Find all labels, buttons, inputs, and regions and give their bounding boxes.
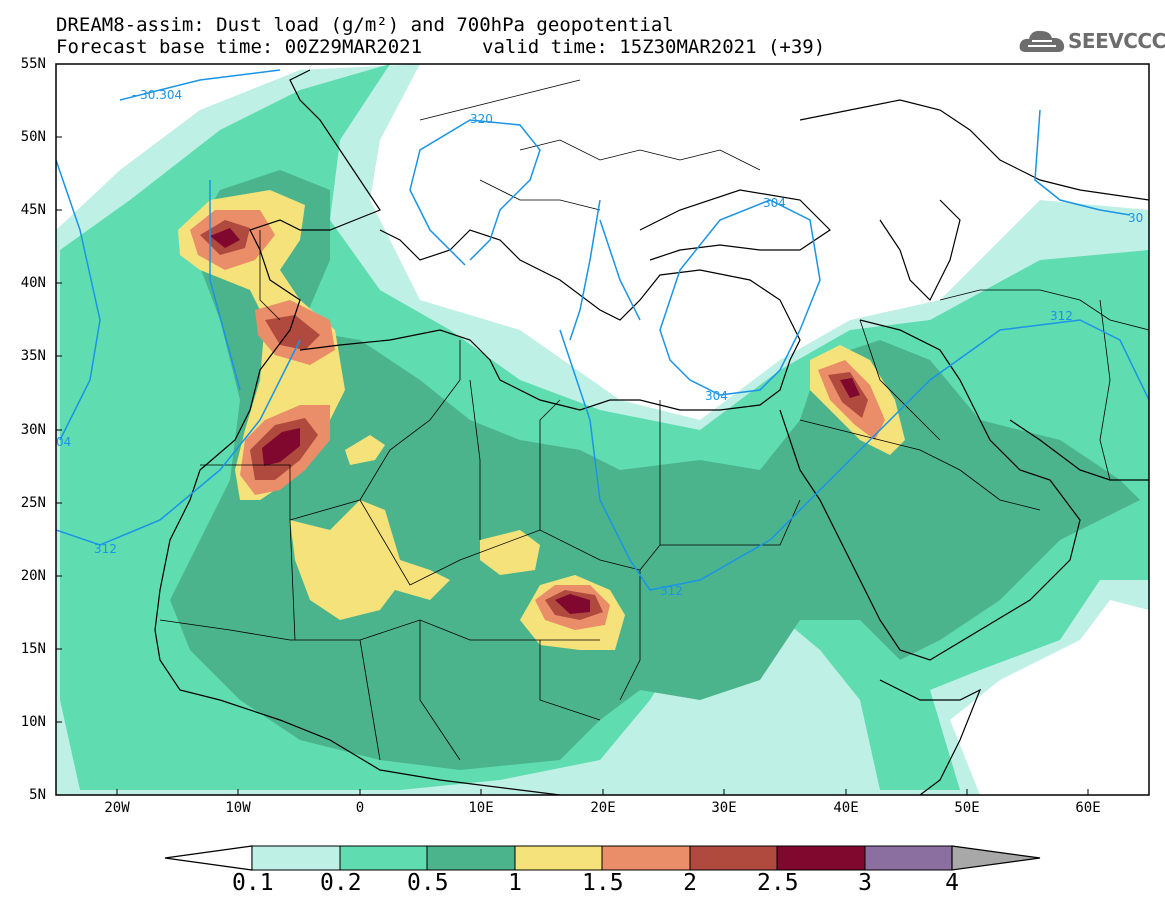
legend-box-3 <box>864 845 953 871</box>
lon-label: 0 <box>355 800 365 816</box>
lat-label: 10N <box>20 714 46 730</box>
legend-box-0.1 <box>251 845 341 871</box>
contour-label: 312 <box>1050 309 1073 323</box>
dust-field-1f <box>345 435 385 465</box>
lat-label: 55N <box>20 56 46 72</box>
contour-label: 304 <box>763 196 786 210</box>
lon-label: 50E <box>954 800 980 816</box>
legend-label: 0.1 <box>232 870 274 896</box>
dust-field-2.5c <box>555 594 590 614</box>
dust-field-2b <box>265 315 320 350</box>
contour-label: - 30.304 <box>132 88 182 102</box>
lat-label: 35N <box>20 348 46 364</box>
lon-label: 30E <box>711 800 737 816</box>
dust-field-2e <box>828 372 868 418</box>
dust-field-0.5 <box>170 170 1140 770</box>
seevccc-logo: SEEVCCC <box>1018 26 1165 56</box>
forecast-base-time: Forecast base time: 00Z29MAR2021 <box>56 36 423 58</box>
lat-label: 45N <box>20 202 46 218</box>
country-borders <box>159 79 1149 761</box>
legend-box-1 <box>514 845 603 871</box>
legend-label: 4 <box>945 870 959 896</box>
lon-label: 10E <box>468 800 494 816</box>
legend-label: 0.5 <box>407 870 449 896</box>
lat-label: 25N <box>20 495 46 511</box>
lon-label: 60E <box>1075 800 1101 816</box>
tick-marks <box>56 63 1089 795</box>
contour-label: 320 <box>470 112 493 126</box>
lat-label: 40N <box>20 275 46 291</box>
dust-field-1c <box>480 530 540 575</box>
dust-field-2.5b <box>262 428 300 466</box>
legend-label: 1 <box>508 870 522 896</box>
geopotential-contours <box>56 69 1149 591</box>
lat-label: 15N <box>20 641 46 657</box>
valid-time: valid time: 15Z30MAR2021 (+39) <box>482 36 826 58</box>
legend-label: 2.5 <box>757 870 799 896</box>
legend-box-2 <box>689 845 778 871</box>
dust-field-2.5 <box>210 228 240 248</box>
lat-label: 5N <box>29 787 46 803</box>
chart-title: DREAM8-assim: Dust load (g/m²) and 700hP… <box>56 14 674 36</box>
lat-label: 50N <box>20 129 46 145</box>
legend-label: 1.5 <box>582 870 624 896</box>
logo-text: SEEVCCC <box>1068 29 1165 53</box>
legend-box-1.5 <box>601 845 691 871</box>
contour-label: 30 <box>1128 211 1143 225</box>
legend-label: 0.2 <box>320 870 362 896</box>
dust-field-1b <box>290 500 450 620</box>
legend-box-0.5 <box>426 845 516 871</box>
contour-label: 312 <box>660 584 683 598</box>
contour-label: 304 <box>705 389 728 403</box>
legend-box-0.2 <box>339 845 428 871</box>
legend-label: 3 <box>858 870 872 896</box>
contour-labels: - 30.304 320 304 312 304 312 312 30 04 <box>56 88 1143 598</box>
coastlines <box>154 69 1149 795</box>
color-legend <box>164 845 1041 871</box>
legend-label: 2 <box>683 870 697 896</box>
legend-arrow-low <box>164 845 253 871</box>
cloud-logo-icon <box>1019 30 1065 52</box>
legend-box-2.5 <box>776 845 866 871</box>
lon-label: 40E <box>833 800 859 816</box>
contour-label: 312 <box>94 542 117 556</box>
lat-label: 30N <box>20 422 46 438</box>
dust-field-2.5d <box>840 378 860 398</box>
legend-arrow-high <box>951 845 1041 871</box>
lon-label: 20W <box>104 800 130 816</box>
lat-label: 20N <box>20 568 46 584</box>
lon-label: 10W <box>225 800 251 816</box>
lon-label: 20E <box>590 800 616 816</box>
contour-label: 04 <box>56 435 71 449</box>
